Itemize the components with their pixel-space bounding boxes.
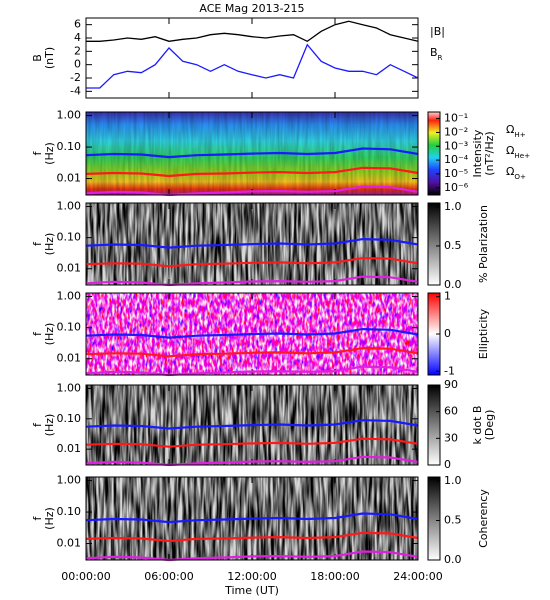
colorbar — [427, 476, 441, 561]
colorbar-tick-label: 0.5 — [444, 513, 462, 526]
series-line — [85, 166, 419, 178]
chart-title: ACE Mag 2013-215 — [199, 2, 304, 15]
colorbar-tick-label: 0 — [444, 327, 451, 340]
colorbar-label: Coherency — [477, 489, 490, 548]
legend-label: ΩHe+ — [506, 144, 530, 160]
y-tick-label: -4 — [70, 84, 81, 97]
series-line — [85, 437, 419, 448]
colorbar-tick-label: -1 — [444, 364, 455, 377]
x-axis-label: Time (UT) — [224, 584, 279, 597]
series-line — [85, 147, 419, 159]
colorbar-tick-label: 10⁻² — [444, 125, 468, 138]
colorbar — [427, 202, 441, 286]
plot-frame — [85, 292, 419, 376]
colorbar — [427, 111, 441, 196]
colorbar — [427, 384, 441, 466]
y-tick-label: 1.00 — [57, 290, 82, 303]
y-tick-label: 0.01 — [57, 537, 82, 550]
colorbar-tick-label: 10⁻³ — [444, 139, 468, 152]
series-line — [85, 256, 419, 268]
colorbar-label: % Polarization — [477, 205, 490, 283]
series-line — [85, 550, 419, 562]
series-line — [86, 43, 419, 89]
colorbar-label: (nT²/Hz) — [483, 131, 496, 175]
y-tick-label: 1.00 — [57, 200, 82, 213]
colorbar-label: (Deg) — [483, 410, 496, 441]
y-tick-label: 0.10 — [57, 140, 82, 153]
colorbar-tick-label: 0.5 — [444, 239, 462, 252]
plot-frame — [85, 111, 419, 196]
colorbar-tick-label: 10⁻⁵ — [444, 167, 468, 180]
y-tick-label: 0.10 — [57, 505, 82, 518]
colorbar-tick-label: 10⁻¹ — [444, 112, 468, 125]
x-tick-label: 06:00:00 — [144, 570, 193, 583]
legend-label: BR — [430, 46, 443, 62]
plot-frame — [85, 202, 419, 286]
y-axis-label: f — [31, 422, 44, 427]
colorbar-tick-label: 10⁻⁶ — [444, 181, 469, 194]
y-tick-label: 0.01 — [57, 442, 82, 455]
series-line — [85, 327, 419, 339]
series-line — [85, 419, 419, 430]
y-axis-label: (Hz) — [43, 507, 56, 530]
colorbar-label: k dot B — [471, 406, 484, 445]
series-line — [85, 275, 419, 287]
plot-frame — [85, 476, 419, 561]
colorbar-tick-label: 1.0 — [444, 474, 462, 487]
y-axis-label: f — [31, 331, 44, 336]
y-axis-label: (Hz) — [43, 414, 56, 437]
colorbar-tick-label: 60 — [444, 405, 458, 418]
colorbar-label: Ellipticity — [477, 308, 490, 359]
colorbar-tick-label: 1 — [444, 290, 451, 303]
y-tick-label: 0.10 — [57, 321, 82, 334]
legend-label: |B| — [430, 25, 445, 38]
series-line — [85, 185, 419, 197]
y-axis-label: (nT) — [43, 47, 56, 69]
y-tick-label: 4 — [74, 31, 81, 44]
x-tick-label: 24:00:00 — [393, 570, 442, 583]
y-tick-label: 1.00 — [57, 474, 82, 487]
legend-label: ΩH+ — [506, 123, 526, 139]
y-tick-label: 0.10 — [57, 231, 82, 244]
series-line — [85, 237, 419, 249]
colorbar-tick-label: 1.0 — [444, 200, 462, 213]
y-tick-label: 0 — [74, 58, 81, 71]
y-axis-label: B — [31, 54, 44, 62]
y-tick-label: 0.01 — [57, 262, 82, 275]
y-axis-label: f — [31, 515, 44, 520]
y-tick-label: 0.01 — [57, 352, 82, 365]
plot-frame — [85, 384, 419, 466]
y-axis-label: (Hz) — [43, 323, 56, 346]
colorbar-tick-label: 0 — [444, 458, 451, 471]
colorbar-tick-label: 30 — [444, 431, 458, 444]
y-axis-label: (Hz) — [43, 233, 56, 256]
colorbar-tick-label: 10⁻⁴ — [444, 153, 469, 166]
legend-label: ΩO+ — [506, 165, 526, 181]
y-tick-label: 1.00 — [57, 109, 82, 122]
x-tick-label: 12:00:00 — [227, 570, 276, 583]
y-tick-label: 2 — [74, 44, 81, 57]
series-line — [85, 346, 419, 358]
y-axis-label: f — [31, 150, 44, 155]
x-tick-label: 18:00:00 — [310, 570, 359, 583]
y-tick-label: -2 — [70, 71, 81, 84]
y-axis-label: f — [31, 241, 44, 246]
series-line — [85, 512, 419, 524]
series-line — [85, 455, 419, 467]
colorbar-label: Intensity — [471, 129, 484, 177]
y-axis-label: (Hz) — [43, 142, 56, 165]
series-line — [85, 531, 419, 543]
y-tick-label: 0.01 — [57, 172, 82, 185]
y-tick-label: 6 — [74, 18, 81, 31]
plot-frame — [85, 17, 419, 99]
y-tick-label: 0.10 — [57, 412, 82, 425]
x-tick-label: 00:00:00 — [61, 570, 110, 583]
colorbar-tick-label: 90 — [444, 378, 458, 391]
colorbar-tick-label: 0.0 — [444, 278, 462, 291]
series-line — [86, 20, 419, 43]
series-line — [85, 365, 419, 377]
colorbar-tick-label: 0.0 — [444, 553, 462, 566]
y-tick-label: 1.00 — [57, 381, 82, 394]
